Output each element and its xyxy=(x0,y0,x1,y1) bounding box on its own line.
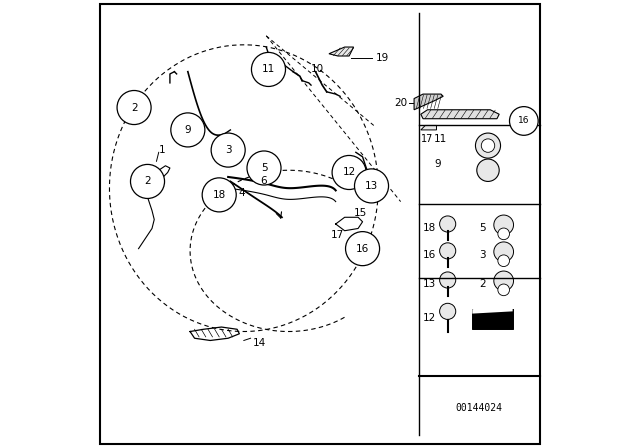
Polygon shape xyxy=(472,307,513,314)
Circle shape xyxy=(346,232,380,266)
Circle shape xyxy=(498,228,509,240)
Text: 4: 4 xyxy=(238,188,245,198)
Text: 19: 19 xyxy=(376,53,389,63)
Text: 18: 18 xyxy=(212,190,226,200)
Circle shape xyxy=(498,284,509,296)
Polygon shape xyxy=(414,94,443,110)
Polygon shape xyxy=(421,125,436,130)
Circle shape xyxy=(247,151,281,185)
Circle shape xyxy=(440,216,456,232)
Text: 2: 2 xyxy=(144,177,151,186)
Circle shape xyxy=(252,52,285,86)
Circle shape xyxy=(440,243,456,259)
Circle shape xyxy=(332,155,366,190)
Text: 6: 6 xyxy=(260,177,268,186)
Circle shape xyxy=(202,178,236,212)
Polygon shape xyxy=(329,47,353,56)
Circle shape xyxy=(494,271,513,291)
Circle shape xyxy=(509,107,538,135)
Circle shape xyxy=(131,164,164,198)
Bar xyxy=(472,309,513,329)
Text: 5: 5 xyxy=(260,163,268,173)
Circle shape xyxy=(440,272,456,288)
Text: 16: 16 xyxy=(518,116,529,125)
Circle shape xyxy=(211,133,245,167)
Circle shape xyxy=(476,133,500,158)
Text: 11: 11 xyxy=(262,65,275,74)
Text: 2: 2 xyxy=(479,280,486,289)
Circle shape xyxy=(477,159,499,181)
Text: 9: 9 xyxy=(435,159,441,168)
Text: 16: 16 xyxy=(356,244,369,254)
Text: 11: 11 xyxy=(435,134,447,144)
Text: 17: 17 xyxy=(332,230,344,240)
Text: 15: 15 xyxy=(353,208,367,218)
Text: 12: 12 xyxy=(423,313,436,323)
Circle shape xyxy=(440,303,456,319)
Circle shape xyxy=(494,215,513,235)
Circle shape xyxy=(171,113,205,147)
Text: 3: 3 xyxy=(225,145,232,155)
Text: 00144024: 00144024 xyxy=(456,403,502,413)
Text: 9: 9 xyxy=(184,125,191,135)
Circle shape xyxy=(355,169,388,203)
Circle shape xyxy=(481,139,495,152)
Circle shape xyxy=(498,255,509,267)
Text: 3: 3 xyxy=(479,250,486,260)
Circle shape xyxy=(117,90,151,125)
Text: 12: 12 xyxy=(342,168,356,177)
Text: 20: 20 xyxy=(394,98,407,108)
Text: 10: 10 xyxy=(311,65,324,74)
Text: 5: 5 xyxy=(479,224,486,233)
Text: 13: 13 xyxy=(365,181,378,191)
Text: 2: 2 xyxy=(131,103,138,112)
Text: 17: 17 xyxy=(421,134,433,144)
Polygon shape xyxy=(421,110,499,119)
Text: 1: 1 xyxy=(159,145,165,155)
Text: 18: 18 xyxy=(423,224,436,233)
Text: 13: 13 xyxy=(423,280,436,289)
Text: 14: 14 xyxy=(253,338,266,348)
Circle shape xyxy=(494,242,513,262)
Text: 16: 16 xyxy=(423,250,436,260)
